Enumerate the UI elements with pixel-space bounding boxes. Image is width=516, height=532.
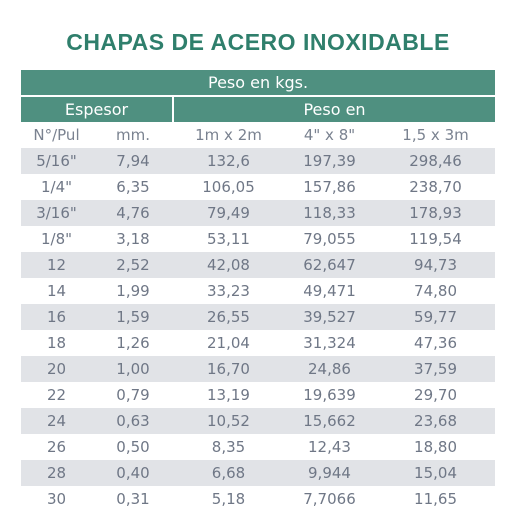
weight-1mx2m-cell: 132,6 [174, 148, 283, 174]
column-header-mm: mm. [116, 126, 150, 144]
table-row: 12 2,52 42,08 62,647 94,73 [21, 252, 496, 278]
weight-4x8-cell: 15,662 [283, 408, 376, 434]
weight-4x8-cell: 31,324 [303, 334, 356, 352]
table-row: 14 1,99 33,23 49,471 74,80 [21, 278, 495, 304]
weight-4x8-cell: 118,33 [283, 200, 376, 226]
table-row: 3/16" 4,76 79,49 118,33 178,93 [21, 200, 496, 226]
mm-cell: 6,35 [116, 178, 150, 196]
gauge-cell: 22 [46, 386, 67, 404]
mm-cell: 3,18 [116, 230, 150, 248]
weight-1mx2m-cell: 5,18 [211, 490, 246, 508]
weight-4x8-cell: 39,527 [283, 304, 376, 330]
gauge-cell: 24 [21, 408, 92, 434]
gauge-cell: 18 [46, 334, 67, 352]
table-body: 5/16" 7,94 132,6 197,39 298,46 1/4" 6,35 106,05… [21, 148, 496, 512]
weight-1-5x3m-cell: 59,77 [376, 304, 496, 330]
header-row-groups: Espesor Peso en [21, 97, 496, 122]
weight-1mx2m-cell: 13,19 [207, 386, 250, 404]
weight-1mx2m-cell: 79,49 [174, 200, 283, 226]
mm-cell: 7,94 [92, 148, 174, 174]
weight-1-5x3m-cell: 18,80 [414, 438, 457, 456]
weight-1mx2m-cell: 106,05 [202, 178, 255, 196]
mm-cell: 0,40 [92, 460, 174, 486]
weight-1mx2m-cell: 8,35 [211, 438, 246, 456]
weight-1mx2m-cell: 10,52 [174, 408, 283, 434]
weight-1-5x3m-cell: 15,04 [376, 460, 496, 486]
gauge-cell: 3/16" [21, 200, 92, 226]
weight-1mx2m-cell: 21,04 [207, 334, 250, 352]
weight-1mx2m-cell: 53,11 [207, 230, 250, 248]
weight-4x8-cell: 79,055 [303, 230, 356, 248]
table-row: 30 0,31 5,18 7,7066 11,65 [21, 486, 495, 512]
weight-in-header: Peso en [174, 97, 496, 122]
table-row: 20 1,00 16,70 24,86 37,59 [21, 356, 496, 382]
weight-4x8-cell: 19,639 [303, 386, 356, 404]
weight-4x8-cell: 197,39 [283, 148, 376, 174]
gauge-cell: 14 [46, 282, 67, 300]
weights-table: Peso en kgs. Espesor Peso en N°/Pul mm. … [21, 70, 496, 512]
weight-4x8-cell: 9,944 [283, 460, 376, 486]
gauge-cell: 16 [21, 304, 92, 330]
table-row: 24 0,63 10,52 15,662 23,68 [21, 408, 496, 434]
gauge-cell: 5/16" [21, 148, 92, 174]
weight-1-5x3m-cell: 238,70 [409, 178, 462, 196]
gauge-cell: 12 [21, 252, 92, 278]
gauge-cell: 1/8" [40, 230, 73, 248]
gauge-cell: 1/4" [40, 178, 73, 196]
mm-cell: 2,52 [92, 252, 174, 278]
mm-cell: 4,76 [92, 200, 174, 226]
gauge-cell: 30 [46, 490, 67, 508]
weight-1-5x3m-cell: 74,80 [414, 282, 457, 300]
gauge-cell: 28 [21, 460, 92, 486]
gauge-cell: 20 [21, 356, 92, 382]
weight-1-5x3m-cell: 29,70 [414, 386, 457, 404]
table-row: 22 0,79 13,19 19,639 29,70 [21, 382, 495, 408]
column-header-1-5x3m: 1,5 x 3m [402, 126, 469, 144]
mm-cell: 0,63 [92, 408, 174, 434]
weight-1mx2m-cell: 16,70 [174, 356, 283, 382]
table-row: 1/8" 3,18 53,11 79,055 119,54 [21, 226, 495, 252]
table-row: 16 1,59 26,55 39,527 59,77 [21, 304, 496, 330]
weight-1-5x3m-cell: 23,68 [376, 408, 496, 434]
weight-1-5x3m-cell: 94,73 [376, 252, 496, 278]
mm-cell: 1,59 [92, 304, 174, 330]
weight-1-5x3m-cell: 178,93 [376, 200, 496, 226]
column-header-row: N°/Pul mm. 1m x 2m 4" x 8" 1,5 x 3m [21, 122, 495, 148]
mm-cell: 0,31 [116, 490, 150, 508]
weight-4x8-cell: 157,86 [303, 178, 356, 196]
weight-4x8-cell: 62,647 [283, 252, 376, 278]
column-header-1mx2m: 1m x 2m [195, 126, 262, 144]
gauge-cell: 26 [46, 438, 67, 456]
thickness-header: Espesor [21, 97, 174, 122]
column-header-4x8: 4" x 8" [303, 126, 356, 144]
mm-cell: 1,26 [116, 334, 150, 352]
weight-1-5x3m-cell: 37,59 [376, 356, 496, 382]
column-header-gauge: N°/Pul [33, 126, 80, 144]
weight-1-5x3m-cell: 47,36 [414, 334, 457, 352]
weight-1mx2m-cell: 6,68 [174, 460, 283, 486]
weight-4x8-cell: 49,471 [303, 282, 356, 300]
mm-cell: 1,99 [116, 282, 150, 300]
table-row: 28 0,40 6,68 9,944 15,04 [21, 460, 496, 486]
mm-cell: 0,79 [116, 386, 150, 404]
weight-1-5x3m-cell: 298,46 [376, 148, 496, 174]
weight-4x8-cell: 12,43 [308, 438, 351, 456]
mm-cell: 0,50 [116, 438, 150, 456]
table-row: 1/4" 6,35 106,05 157,86 238,70 [21, 174, 495, 200]
weight-header: Peso en kgs. [21, 70, 496, 97]
table-row: 5/16" 7,94 132,6 197,39 298,46 [21, 148, 496, 174]
weight-1-5x3m-cell: 119,54 [409, 230, 462, 248]
header-row-weight: Peso en kgs. [21, 70, 496, 97]
weight-4x8-cell: 24,86 [283, 356, 376, 382]
table-row: 26 0,50 8,35 12,43 18,80 [21, 434, 495, 460]
weight-4x8-cell: 7,7066 [303, 490, 356, 508]
weight-1mx2m-cell: 42,08 [174, 252, 283, 278]
weight-1mx2m-cell: 26,55 [174, 304, 283, 330]
page-title: CHAPAS DE ACERO INOXIDABLE [66, 29, 450, 55]
weight-1-5x3m-cell: 11,65 [414, 490, 457, 508]
mm-cell: 1,00 [92, 356, 174, 382]
weight-1mx2m-cell: 33,23 [207, 282, 250, 300]
table-row: 18 1,26 21,04 31,324 47,36 [21, 330, 495, 356]
